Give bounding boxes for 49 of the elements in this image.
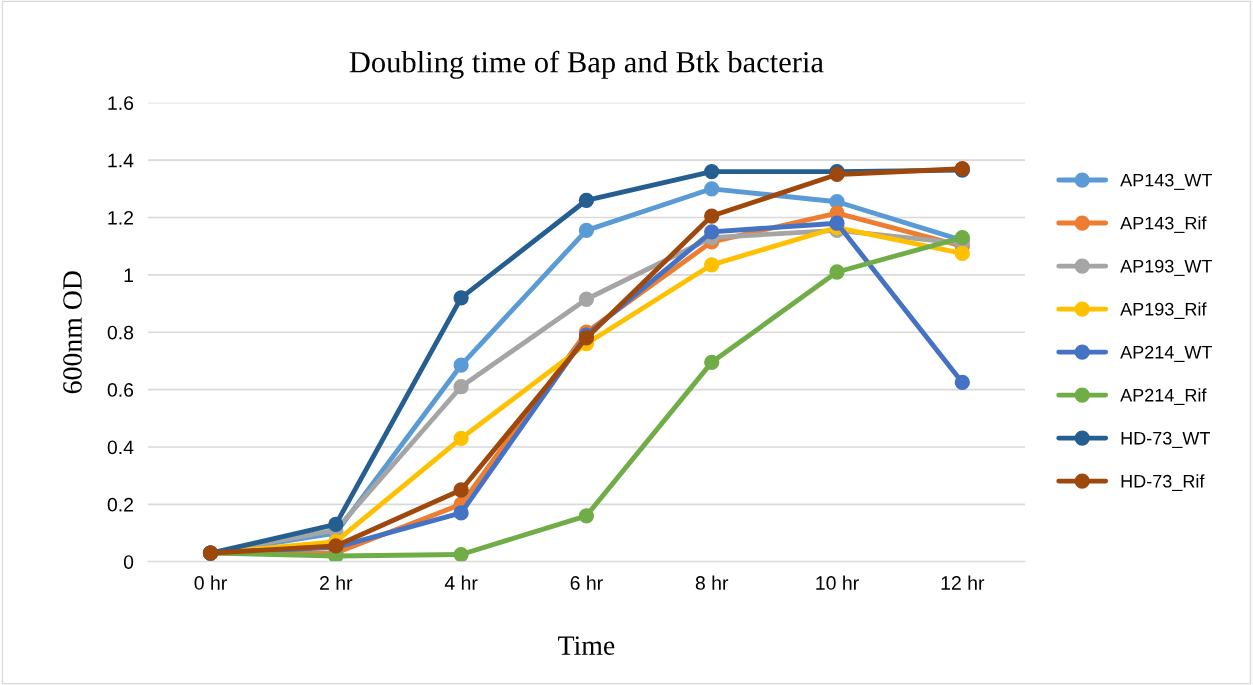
legend-label: AP143_Rif xyxy=(1120,216,1207,233)
point xyxy=(453,379,469,395)
point xyxy=(453,505,469,521)
point xyxy=(704,181,720,197)
x-tick-label: 0 hr xyxy=(194,575,227,590)
point xyxy=(954,374,970,391)
point xyxy=(704,354,720,370)
point xyxy=(578,291,595,307)
y-tick-label: 1.4 xyxy=(108,153,134,168)
legend-label: AP193_Rif xyxy=(1120,302,1207,319)
point xyxy=(829,215,845,231)
point xyxy=(453,430,469,446)
y-tick-label: 0 xyxy=(123,555,134,569)
legend-label: AP193_WT xyxy=(1120,259,1213,276)
x-tick-label: 2 hr xyxy=(320,575,353,590)
point xyxy=(954,245,970,261)
chart-title: Doubling time of Bap and Btk bacteria xyxy=(349,50,824,79)
legend-label: HD-73_Rif xyxy=(1121,474,1205,492)
point xyxy=(704,163,720,180)
legend-label: AP143_WT xyxy=(1120,173,1213,190)
legend-label: HD-73_WT xyxy=(1121,431,1211,449)
point xyxy=(704,208,720,224)
x-tick-label: 12 hr xyxy=(941,575,985,590)
legend-label: AP214_WT xyxy=(1120,345,1213,362)
legend-label: AP214_Rif xyxy=(1120,388,1207,405)
y-tick-label: 0.2 xyxy=(107,497,133,512)
point xyxy=(829,264,845,280)
point xyxy=(453,357,469,373)
x-tick-label: 10 hr xyxy=(816,575,859,590)
point xyxy=(704,257,720,273)
point xyxy=(453,290,469,306)
point xyxy=(328,516,344,533)
y-tick-label: 0.8 xyxy=(107,325,134,340)
y-tick-label: 0.6 xyxy=(107,383,134,397)
point xyxy=(578,192,595,208)
x-tick-label: 8 hr xyxy=(695,575,729,590)
x-tick-label: 4 hr xyxy=(444,575,478,590)
x-tick-label: 6 hr xyxy=(570,575,603,590)
point xyxy=(453,546,469,562)
point xyxy=(704,224,720,240)
x-axis-title: Time xyxy=(558,636,615,655)
y-tick-label: 0.4 xyxy=(107,440,134,455)
y-tick-label: 1.6 xyxy=(108,96,134,110)
point xyxy=(578,508,595,524)
point xyxy=(578,222,595,239)
y-tick-label: 1 xyxy=(124,268,134,282)
point xyxy=(453,482,469,498)
y-axis-title: 600nm OD xyxy=(63,271,82,394)
y-tick-label: 1.2 xyxy=(108,210,133,225)
